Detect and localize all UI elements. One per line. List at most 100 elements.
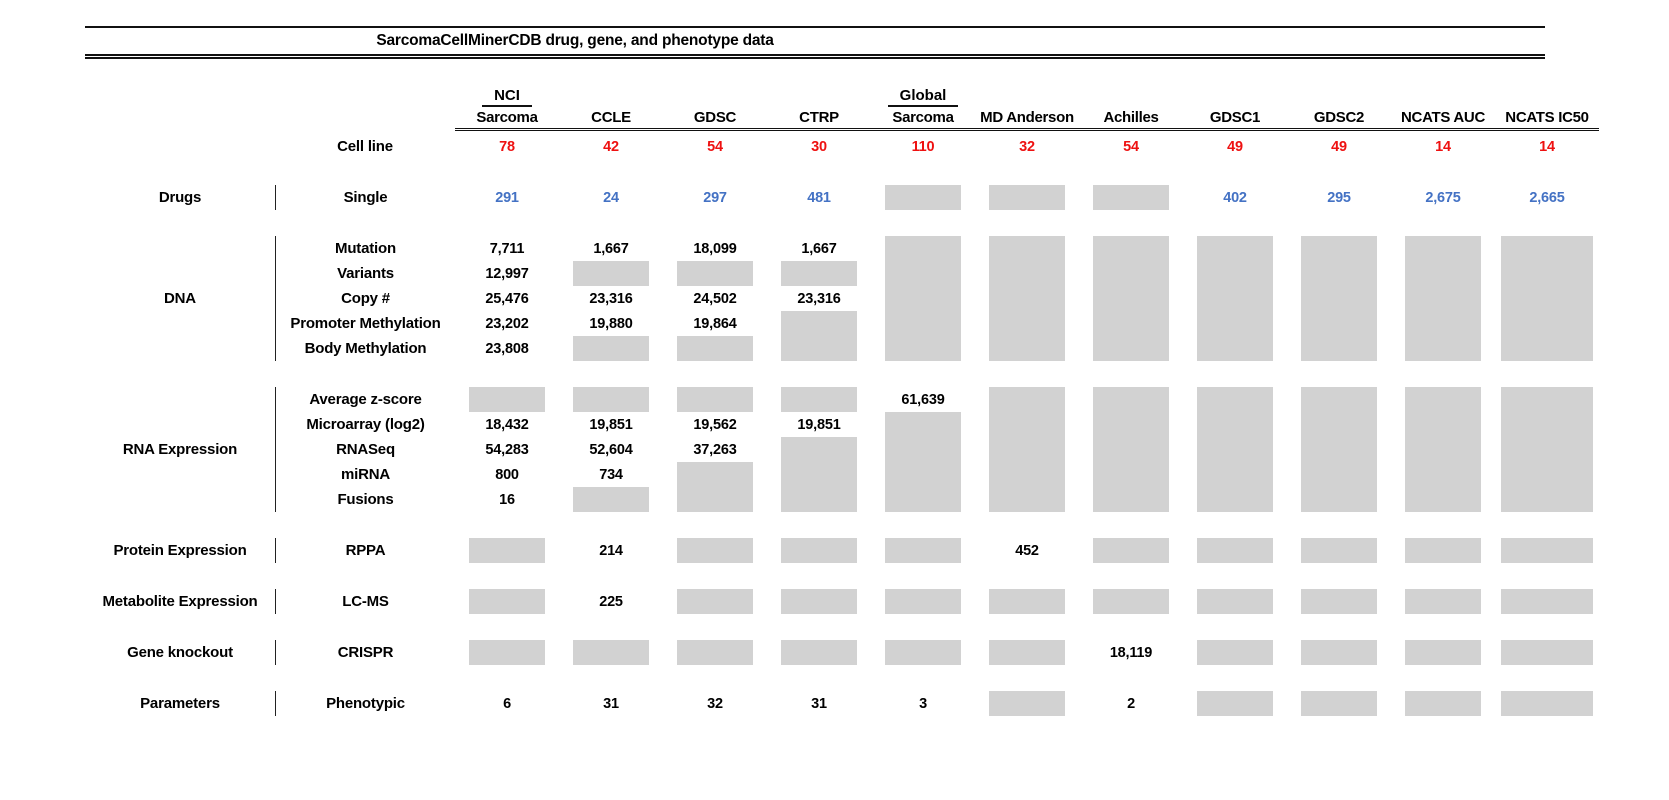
data-cell: 19,851 [559,412,663,437]
data-cell [871,185,975,210]
row-label-lc-ms: LC-MS [275,589,455,614]
data-cell [1391,640,1495,665]
data-cell [1079,185,1183,210]
column-header-top-label: NCI [482,87,532,107]
missing-data-box [1301,387,1377,412]
data-cell [1183,286,1287,311]
data-cell [559,387,663,412]
missing-data-box [989,640,1065,665]
data-value: 800 [455,462,559,487]
row-label-rnaseq: RNASeq [275,437,455,462]
section-gene-knockout: Gene knockoutCRISPR18,119 [85,640,1599,665]
missing-data-box [1405,311,1481,336]
data-cell [871,640,975,665]
data-cell [1495,538,1599,563]
missing-data-box [469,640,545,665]
missing-data-box [1405,286,1481,311]
data-cell: 52,604 [559,437,663,462]
data-value: 2 [1079,691,1183,716]
data-cell: 1,667 [767,236,871,261]
data-cell [1287,691,1391,716]
table-sections: DrugsSingle291242974814022952,6752,665DN… [85,185,1599,716]
data-cell: 19,864 [663,311,767,336]
data-cell: 297 [663,185,767,210]
data-value: 452 [975,538,1079,563]
data-cell [663,538,767,563]
category-label-parameters: Parameters [85,691,275,716]
missing-data-box [1197,387,1273,412]
cell-line-count: 110 [871,134,975,159]
data-value: 6 [455,691,559,716]
data-value: 19,864 [663,311,767,336]
data-cell [1183,437,1287,462]
data-cell [1079,538,1183,563]
missing-data-box [989,387,1065,412]
data-cell [871,236,975,261]
data-cell [871,286,975,311]
missing-data-box [885,336,961,361]
column-headers-row: SarcomaCCLEGDSCCTRPSarcomaMD AndersonAch… [85,107,1599,131]
data-cell [1183,311,1287,336]
data-cell [871,311,975,336]
missing-data-box [1093,487,1169,512]
column-header-achilles: Achilles [1079,107,1183,128]
missing-data-box [781,311,857,336]
data-cell: 25,476 [455,286,559,311]
missing-data-box [1405,640,1481,665]
row-label-mutation: Mutation [275,236,455,261]
data-cell [1287,412,1391,437]
column-header-ncats-ic50: NCATS IC50 [1495,107,1599,128]
data-cell: 54,283 [455,437,559,462]
missing-data-box [1197,412,1273,437]
data-cell [1495,462,1599,487]
data-cell [1183,538,1287,563]
data-cell: 23,316 [767,286,871,311]
data-cell [1183,336,1287,361]
data-value: 7,711 [455,236,559,261]
missing-data-box [1093,387,1169,412]
data-value: 31 [767,691,871,716]
data-cell: 16 [455,487,559,512]
data-cell [767,589,871,614]
data-cell: 23,202 [455,311,559,336]
missing-data-box [1197,236,1273,261]
missing-data-box [885,589,961,614]
row-label-variants: Variants [275,261,455,286]
data-cell: 23,316 [559,286,663,311]
row-label-phenotypic: Phenotypic [275,691,455,716]
data-cell [975,236,1079,261]
cell-line-count: 30 [767,134,871,159]
data-cell [871,462,975,487]
data-value: 18,099 [663,236,767,261]
missing-data-box [781,261,857,286]
missing-data-box [1301,412,1377,437]
missing-data-box [1093,185,1169,210]
data-cell: 6 [455,691,559,716]
missing-data-box [1501,538,1593,563]
data-cell [455,589,559,614]
data-cell [1287,487,1391,512]
data-value: 37,263 [663,437,767,462]
row-label-crispr: CRISPR [275,640,455,665]
data-cell: 24 [559,185,663,210]
missing-data-box [1501,462,1593,487]
missing-data-box [1301,691,1377,716]
missing-data-box [1301,462,1377,487]
data-value: 23,202 [455,311,559,336]
missing-data-box [1501,437,1593,462]
missing-data-box [989,412,1065,437]
row-label-body-methylation: Body Methylation [275,336,455,361]
data-cell [1391,691,1495,716]
missing-data-box [1405,336,1481,361]
missing-data-box [1501,589,1593,614]
column-headers-top-row: NCIGlobal [85,83,1599,107]
data-cell [767,437,871,462]
missing-data-box [781,640,857,665]
data-cell [559,640,663,665]
missing-data-box [989,261,1065,286]
data-cell [1391,387,1495,412]
missing-data-box [1405,487,1481,512]
data-cell [767,487,871,512]
data-cell [767,336,871,361]
data-cell: 31 [559,691,663,716]
